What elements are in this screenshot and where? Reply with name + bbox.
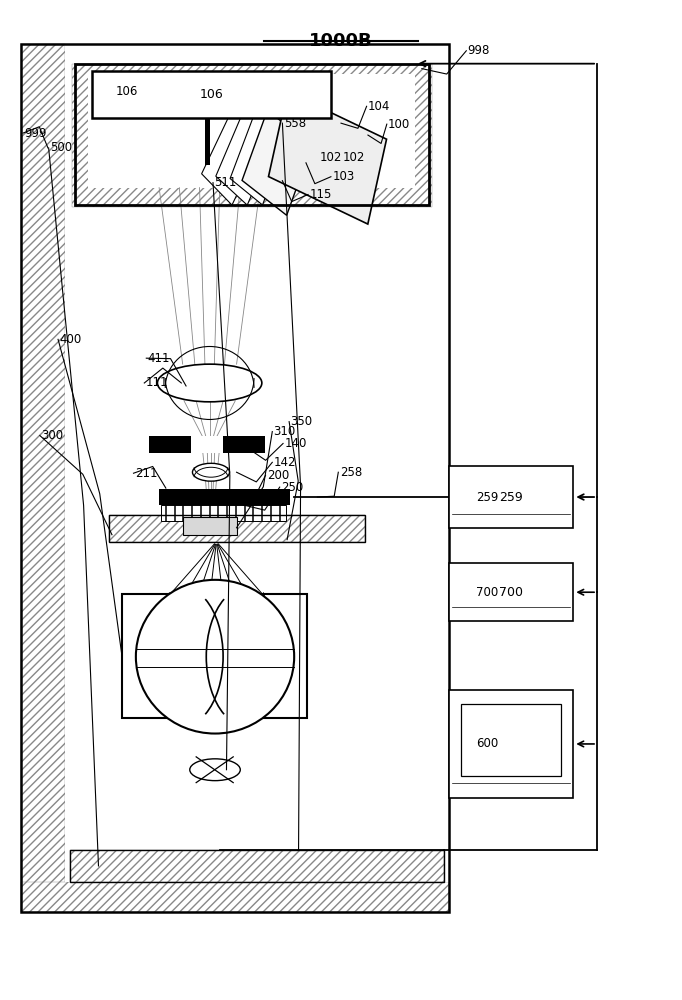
Polygon shape	[202, 105, 265, 205]
Bar	[205, 118, 210, 165]
Text: 103: 103	[332, 170, 355, 183]
Text: 600: 600	[499, 737, 523, 750]
Bar	[65, 44, 452, 882]
Text: 100: 100	[388, 118, 411, 131]
Text: 106: 106	[199, 88, 223, 101]
Text: 104: 104	[368, 100, 390, 113]
Text: 211: 211	[135, 467, 158, 480]
Ellipse shape	[192, 463, 230, 481]
Bar	[72, 64, 432, 207]
Text: 102: 102	[342, 151, 365, 164]
Bar	[161, 505, 286, 521]
Bar	[21, 882, 449, 912]
Bar	[449, 690, 574, 798]
Bar	[92, 71, 331, 118]
Text: 140: 140	[284, 437, 307, 450]
Text: 500: 500	[50, 141, 72, 154]
Bar	[75, 64, 428, 205]
Polygon shape	[244, 105, 303, 205]
Bar	[70, 850, 444, 882]
Ellipse shape	[190, 759, 240, 781]
Text: 1000B: 1000B	[309, 32, 373, 50]
Ellipse shape	[136, 580, 294, 734]
Text: 600: 600	[476, 737, 498, 750]
Text: 350: 350	[291, 415, 312, 428]
Bar	[108, 515, 365, 542]
Bar	[108, 515, 365, 542]
Bar	[149, 436, 191, 453]
Text: 111: 111	[146, 376, 168, 389]
Text: 259: 259	[499, 491, 523, 504]
Polygon shape	[242, 110, 312, 215]
Text: 411: 411	[148, 352, 170, 365]
Text: 106: 106	[115, 85, 138, 98]
Polygon shape	[216, 105, 278, 205]
Bar	[449, 563, 574, 621]
Text: 258: 258	[340, 466, 362, 479]
Bar	[449, 466, 574, 528]
Polygon shape	[230, 105, 291, 205]
Bar	[70, 850, 444, 882]
Text: 998: 998	[468, 44, 490, 57]
Bar	[159, 489, 291, 505]
Text: 115: 115	[310, 188, 331, 201]
Bar	[223, 436, 265, 453]
Bar	[21, 44, 449, 912]
Text: 310: 310	[273, 425, 296, 438]
Text: 250: 250	[281, 481, 303, 494]
Text: 142: 142	[273, 456, 296, 469]
Text: 200: 200	[267, 469, 289, 482]
Text: 511: 511	[214, 176, 237, 189]
Text: 558: 558	[284, 117, 306, 130]
Text: 400: 400	[59, 333, 82, 346]
Bar	[89, 74, 415, 188]
Bar	[461, 704, 561, 776]
Text: 999: 999	[25, 127, 47, 140]
Text: 102: 102	[320, 151, 342, 164]
Text: 300: 300	[41, 429, 63, 442]
Bar	[21, 44, 65, 912]
Ellipse shape	[158, 364, 262, 402]
Text: 700: 700	[476, 586, 498, 599]
Text: 259: 259	[476, 491, 498, 504]
Bar	[183, 517, 237, 535]
Text: 700: 700	[499, 586, 523, 599]
Polygon shape	[269, 92, 387, 224]
Bar	[191, 436, 223, 453]
Bar	[122, 594, 308, 718]
